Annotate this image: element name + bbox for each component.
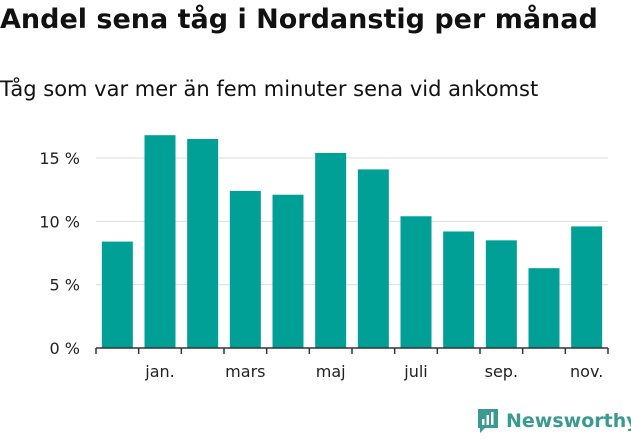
y-tick-label: 10 % — [39, 212, 80, 231]
bar-dec — [101, 241, 133, 348]
x-tick-label: juli — [403, 362, 427, 381]
chart-subtitle: Tåg som var mer än fem minuter sena vid … — [0, 77, 539, 101]
bar-okt — [528, 268, 560, 348]
y-tick-label: 15 % — [39, 149, 80, 168]
x-tick-label: jan. — [144, 362, 174, 381]
bar-aug — [443, 231, 475, 348]
bar-sep — [485, 240, 517, 348]
x-tick-label: maj — [316, 362, 346, 381]
y-tick-label: 0 % — [50, 339, 80, 358]
bar-nov — [571, 226, 603, 348]
bar-jan — [144, 135, 176, 348]
brand-logo: Newsworthy — [476, 408, 631, 434]
x-tick-label: mars — [225, 362, 265, 381]
bar-maj — [315, 152, 347, 348]
bar-feb — [187, 139, 219, 348]
x-tick-label: nov. — [570, 362, 603, 381]
bar-mars — [229, 190, 261, 348]
bar-juli — [400, 216, 432, 348]
y-tick-label: 5 % — [50, 276, 80, 295]
bar-juni — [357, 169, 389, 348]
chart-title: Andel sena tåg i Nordanstig per månad — [0, 4, 598, 35]
x-tick-label: sep. — [485, 362, 518, 381]
bar-apr — [272, 194, 304, 348]
newsworthy-icon — [478, 409, 498, 433]
brand-name: Newsworthy — [506, 410, 631, 432]
